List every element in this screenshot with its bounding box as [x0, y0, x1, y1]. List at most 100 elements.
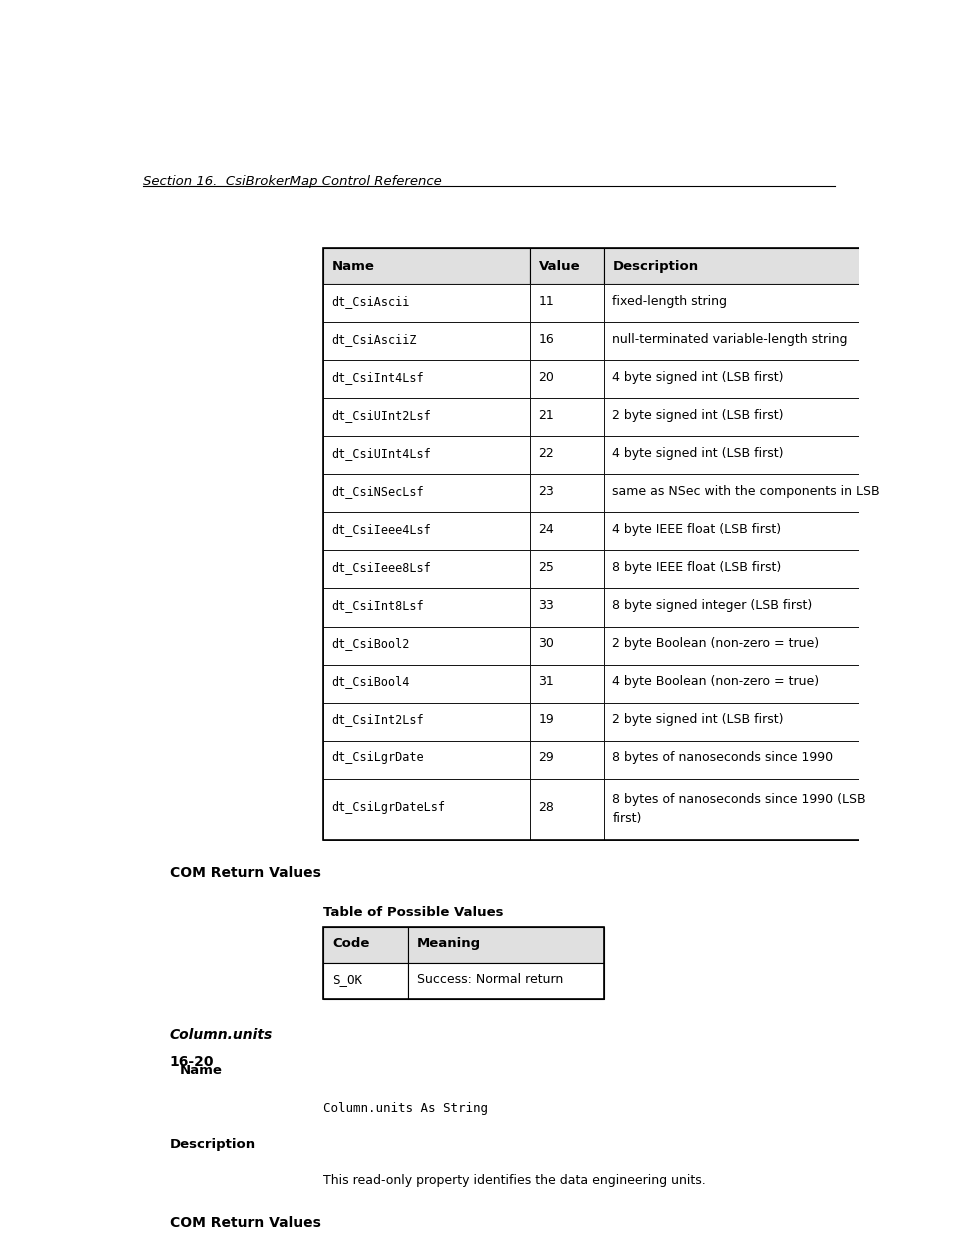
Text: This read-only property identifies the data engineering units.: This read-only property identifies the d… [323, 1174, 705, 1187]
Text: dt_CsiUInt4Lsf: dt_CsiUInt4Lsf [331, 447, 431, 459]
Text: 8 byte IEEE float (LSB first): 8 byte IEEE float (LSB first) [612, 561, 781, 574]
FancyBboxPatch shape [408, 927, 603, 963]
FancyBboxPatch shape [529, 703, 603, 741]
FancyBboxPatch shape [322, 399, 529, 436]
Text: 8 bytes of nanoseconds since 1990 (LSB: 8 bytes of nanoseconds since 1990 (LSB [612, 793, 865, 806]
FancyBboxPatch shape [603, 703, 913, 741]
FancyBboxPatch shape [603, 551, 913, 589]
FancyBboxPatch shape [603, 513, 913, 551]
FancyBboxPatch shape [529, 626, 603, 664]
Text: Column.units: Column.units [170, 1028, 273, 1042]
Text: Name: Name [331, 259, 374, 273]
FancyBboxPatch shape [529, 741, 603, 779]
Text: same as NSec with the components in LSB: same as NSec with the components in LSB [612, 485, 879, 498]
FancyBboxPatch shape [529, 513, 603, 551]
Text: fixed-length string: fixed-length string [612, 295, 726, 308]
Text: 30: 30 [537, 637, 554, 650]
FancyBboxPatch shape [529, 399, 603, 436]
Text: Name: Name [180, 1065, 222, 1077]
Text: 33: 33 [537, 599, 554, 613]
FancyBboxPatch shape [529, 474, 603, 513]
Text: 4 byte signed int (LSB first): 4 byte signed int (LSB first) [612, 370, 783, 384]
FancyBboxPatch shape [603, 361, 913, 399]
Text: 11: 11 [537, 295, 554, 308]
FancyBboxPatch shape [322, 779, 529, 840]
FancyBboxPatch shape [408, 963, 603, 999]
Text: 19: 19 [537, 714, 554, 726]
FancyBboxPatch shape [322, 513, 529, 551]
FancyBboxPatch shape [322, 436, 529, 474]
FancyBboxPatch shape [322, 248, 529, 284]
FancyBboxPatch shape [322, 664, 529, 703]
FancyBboxPatch shape [322, 361, 529, 399]
FancyBboxPatch shape [529, 284, 603, 322]
FancyBboxPatch shape [603, 626, 913, 664]
Text: dt_CsiInt8Lsf: dt_CsiInt8Lsf [331, 599, 424, 613]
FancyBboxPatch shape [322, 284, 529, 322]
Text: 4 byte signed int (LSB first): 4 byte signed int (LSB first) [612, 447, 783, 459]
FancyBboxPatch shape [529, 361, 603, 399]
FancyBboxPatch shape [603, 664, 913, 703]
Text: 28: 28 [537, 800, 554, 814]
Text: dt_CsiAsciiZ: dt_CsiAsciiZ [331, 333, 416, 346]
Text: S_OK: S_OK [332, 973, 362, 986]
Text: dt_CsiIeee4Lsf: dt_CsiIeee4Lsf [331, 524, 431, 536]
Text: 2 byte signed int (LSB first): 2 byte signed int (LSB first) [612, 714, 783, 726]
Text: 20: 20 [537, 370, 554, 384]
Text: 25: 25 [537, 561, 554, 574]
Text: 21: 21 [537, 409, 554, 422]
FancyBboxPatch shape [322, 322, 529, 361]
Text: dt_CsiUInt2Lsf: dt_CsiUInt2Lsf [331, 409, 431, 422]
Text: 23: 23 [537, 485, 554, 498]
FancyBboxPatch shape [603, 741, 913, 779]
FancyBboxPatch shape [603, 248, 913, 284]
FancyBboxPatch shape [323, 963, 408, 999]
Text: 4 byte IEEE float (LSB first): 4 byte IEEE float (LSB first) [612, 524, 781, 536]
Text: 16: 16 [537, 333, 554, 346]
Text: 31: 31 [537, 676, 554, 688]
FancyBboxPatch shape [322, 626, 529, 664]
FancyBboxPatch shape [322, 589, 529, 626]
Text: dt_CsiAscii: dt_CsiAscii [331, 295, 410, 308]
Text: dt_CsiBool4: dt_CsiBool4 [331, 676, 410, 688]
FancyBboxPatch shape [529, 436, 603, 474]
Text: dt_CsiLgrDate: dt_CsiLgrDate [331, 751, 424, 764]
Text: first): first) [612, 811, 641, 825]
Text: null-terminated variable-length string: null-terminated variable-length string [612, 333, 847, 346]
Text: 16-20: 16-20 [170, 1055, 213, 1068]
FancyBboxPatch shape [529, 248, 603, 284]
Text: Code: Code [332, 936, 369, 950]
Text: dt_CsiIeee8Lsf: dt_CsiIeee8Lsf [331, 561, 431, 574]
FancyBboxPatch shape [603, 399, 913, 436]
FancyBboxPatch shape [603, 436, 913, 474]
FancyBboxPatch shape [322, 741, 529, 779]
FancyBboxPatch shape [603, 589, 913, 626]
Text: Section 16.  CsiBrokerMap Control Reference: Section 16. CsiBrokerMap Control Referen… [143, 175, 441, 188]
Text: 8 byte signed integer (LSB first): 8 byte signed integer (LSB first) [612, 599, 812, 613]
Text: 24: 24 [537, 524, 554, 536]
Text: 4 byte Boolean (non-zero = true): 4 byte Boolean (non-zero = true) [612, 676, 819, 688]
FancyBboxPatch shape [603, 474, 913, 513]
Text: dt_CsiLgrDateLsf: dt_CsiLgrDateLsf [331, 800, 445, 814]
Text: 2 byte signed int (LSB first): 2 byte signed int (LSB first) [612, 409, 783, 422]
FancyBboxPatch shape [603, 284, 913, 322]
FancyBboxPatch shape [322, 474, 529, 513]
FancyBboxPatch shape [323, 927, 408, 963]
Text: Value: Value [537, 259, 579, 273]
Text: 8 bytes of nanoseconds since 1990: 8 bytes of nanoseconds since 1990 [612, 751, 833, 764]
Text: dt_CsiInt2Lsf: dt_CsiInt2Lsf [331, 714, 424, 726]
FancyBboxPatch shape [322, 703, 529, 741]
Text: Table of Possible Values: Table of Possible Values [323, 906, 503, 919]
Text: 2 byte Boolean (non-zero = true): 2 byte Boolean (non-zero = true) [612, 637, 819, 650]
FancyBboxPatch shape [529, 322, 603, 361]
FancyBboxPatch shape [603, 322, 913, 361]
FancyBboxPatch shape [322, 551, 529, 589]
Text: dt_CsiBool2: dt_CsiBool2 [331, 637, 410, 650]
Text: Description: Description [612, 259, 698, 273]
Text: 22: 22 [537, 447, 554, 459]
FancyBboxPatch shape [529, 551, 603, 589]
FancyBboxPatch shape [603, 779, 913, 840]
FancyBboxPatch shape [529, 779, 603, 840]
Text: 29: 29 [537, 751, 554, 764]
Text: dt_CsiInt4Lsf: dt_CsiInt4Lsf [331, 370, 424, 384]
